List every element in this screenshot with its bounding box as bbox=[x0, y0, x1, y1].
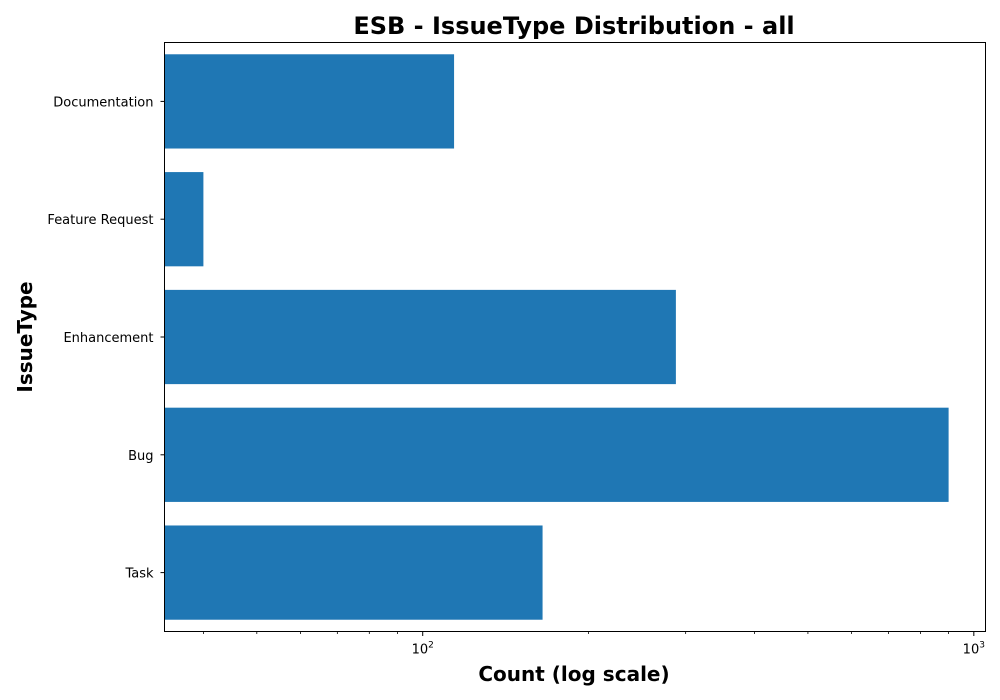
y-tick-label: Enhancement bbox=[63, 331, 153, 346]
plot-frame bbox=[164, 42, 986, 632]
bars-group bbox=[164, 54, 949, 620]
y-tick-label: Task bbox=[124, 567, 154, 582]
y-tick-label: Bug bbox=[128, 449, 153, 464]
bar-feature-request bbox=[164, 172, 204, 267]
x-tick-label: 103 bbox=[963, 641, 985, 658]
x-axis-ticks: 102 103 bbox=[202, 631, 985, 658]
y-tick-label: Feature Request bbox=[47, 213, 153, 228]
bar-task bbox=[164, 525, 543, 620]
bar-documentation bbox=[164, 54, 455, 149]
y-axis-label: IssueType bbox=[13, 281, 37, 392]
bar-bug bbox=[164, 407, 949, 502]
y-tick-label: Documentation bbox=[53, 95, 153, 110]
bar-enhancement bbox=[164, 289, 676, 385]
x-tick-label: 102 bbox=[412, 641, 434, 658]
chart-title: ESB - IssueType Distribution - all bbox=[353, 12, 794, 40]
x-axis-label: Count (log scale) bbox=[478, 662, 669, 686]
y-axis-ticks: Task Bug Enhancement Feature Request Documen… bbox=[47, 95, 165, 582]
